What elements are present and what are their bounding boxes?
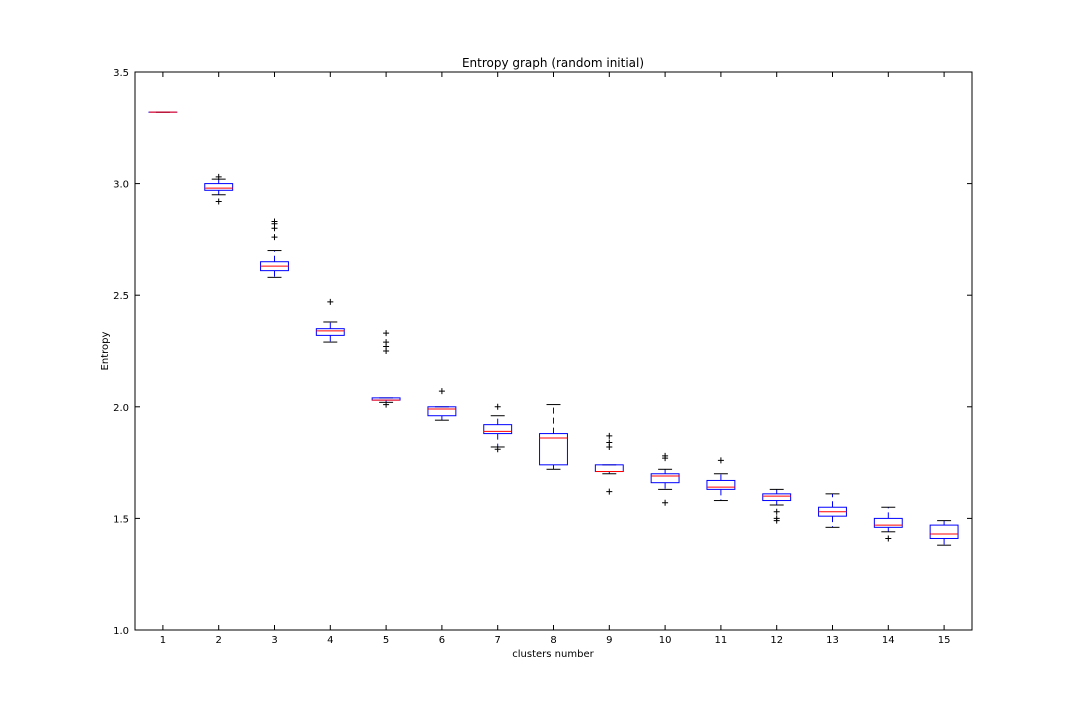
y-tick-label: 2.5 (113, 291, 129, 302)
x-tick-label: 4 (327, 635, 333, 646)
flier-point (885, 535, 892, 542)
y-tick-label: 1.0 (113, 626, 129, 637)
flier-point (773, 508, 780, 515)
flier-point (773, 515, 780, 522)
x-tick-label: 11 (715, 635, 728, 646)
plot-area: 1.01.52.02.53.03.51 2 3 4 5 6 7 8 9 10 11 12 13 14 15 (113, 68, 972, 646)
flier-point (215, 173, 222, 180)
x-tick-label: 9 (606, 635, 612, 646)
box-iqr (315, 328, 345, 336)
flier-point (717, 457, 724, 464)
y-tick-label: 3.0 (113, 180, 129, 191)
plot-frame (134, 71, 973, 631)
box-iqr (762, 493, 792, 502)
box-iqr (539, 433, 568, 466)
y-tick-label: 2.0 (113, 403, 129, 414)
box-iqr (483, 424, 513, 435)
box-iqr (706, 479, 736, 490)
flier-point (494, 446, 501, 453)
x-tick-label: 14 (882, 635, 895, 646)
x-tick-label: 15 (938, 635, 951, 646)
box-iqr (873, 517, 903, 528)
flier-point (215, 198, 222, 205)
flier-point (383, 401, 390, 408)
box-iqr (929, 524, 959, 539)
x-tick-label: 12 (770, 635, 783, 646)
flier-point (606, 439, 613, 446)
y-axis-label: Entropy (100, 331, 111, 370)
x-tick-label: 6 (439, 635, 445, 646)
flier-point (438, 388, 445, 395)
flier-point (662, 499, 669, 506)
x-tick-label: 8 (550, 635, 556, 646)
y-tick-label: 3.5 (113, 68, 129, 79)
x-tick-label: 3 (271, 635, 277, 646)
box-iqr (204, 183, 234, 191)
flier-point (494, 403, 501, 410)
chart-title: Entropy graph (random initial) (462, 56, 644, 70)
flier-point (271, 234, 278, 241)
flier-point (271, 218, 278, 225)
box-iqr (650, 473, 680, 484)
flier-point (606, 432, 613, 439)
x-axis-label: clusters number (512, 649, 594, 660)
y-tick-label: 1.5 (113, 514, 129, 525)
flier-point (327, 298, 334, 305)
x-tick-label: 5 (383, 635, 389, 646)
x-tick-label: 10 (659, 635, 672, 646)
flier-point (383, 339, 390, 346)
x-tick-label: 7 (495, 635, 501, 646)
flier-point (606, 488, 613, 495)
x-tick-label: 1 (160, 635, 166, 646)
box-iqr (427, 406, 457, 417)
flier-point (662, 452, 669, 459)
x-tick-label: 13 (826, 635, 839, 646)
flier-point (383, 330, 390, 337)
x-tick-label: 2 (216, 635, 222, 646)
